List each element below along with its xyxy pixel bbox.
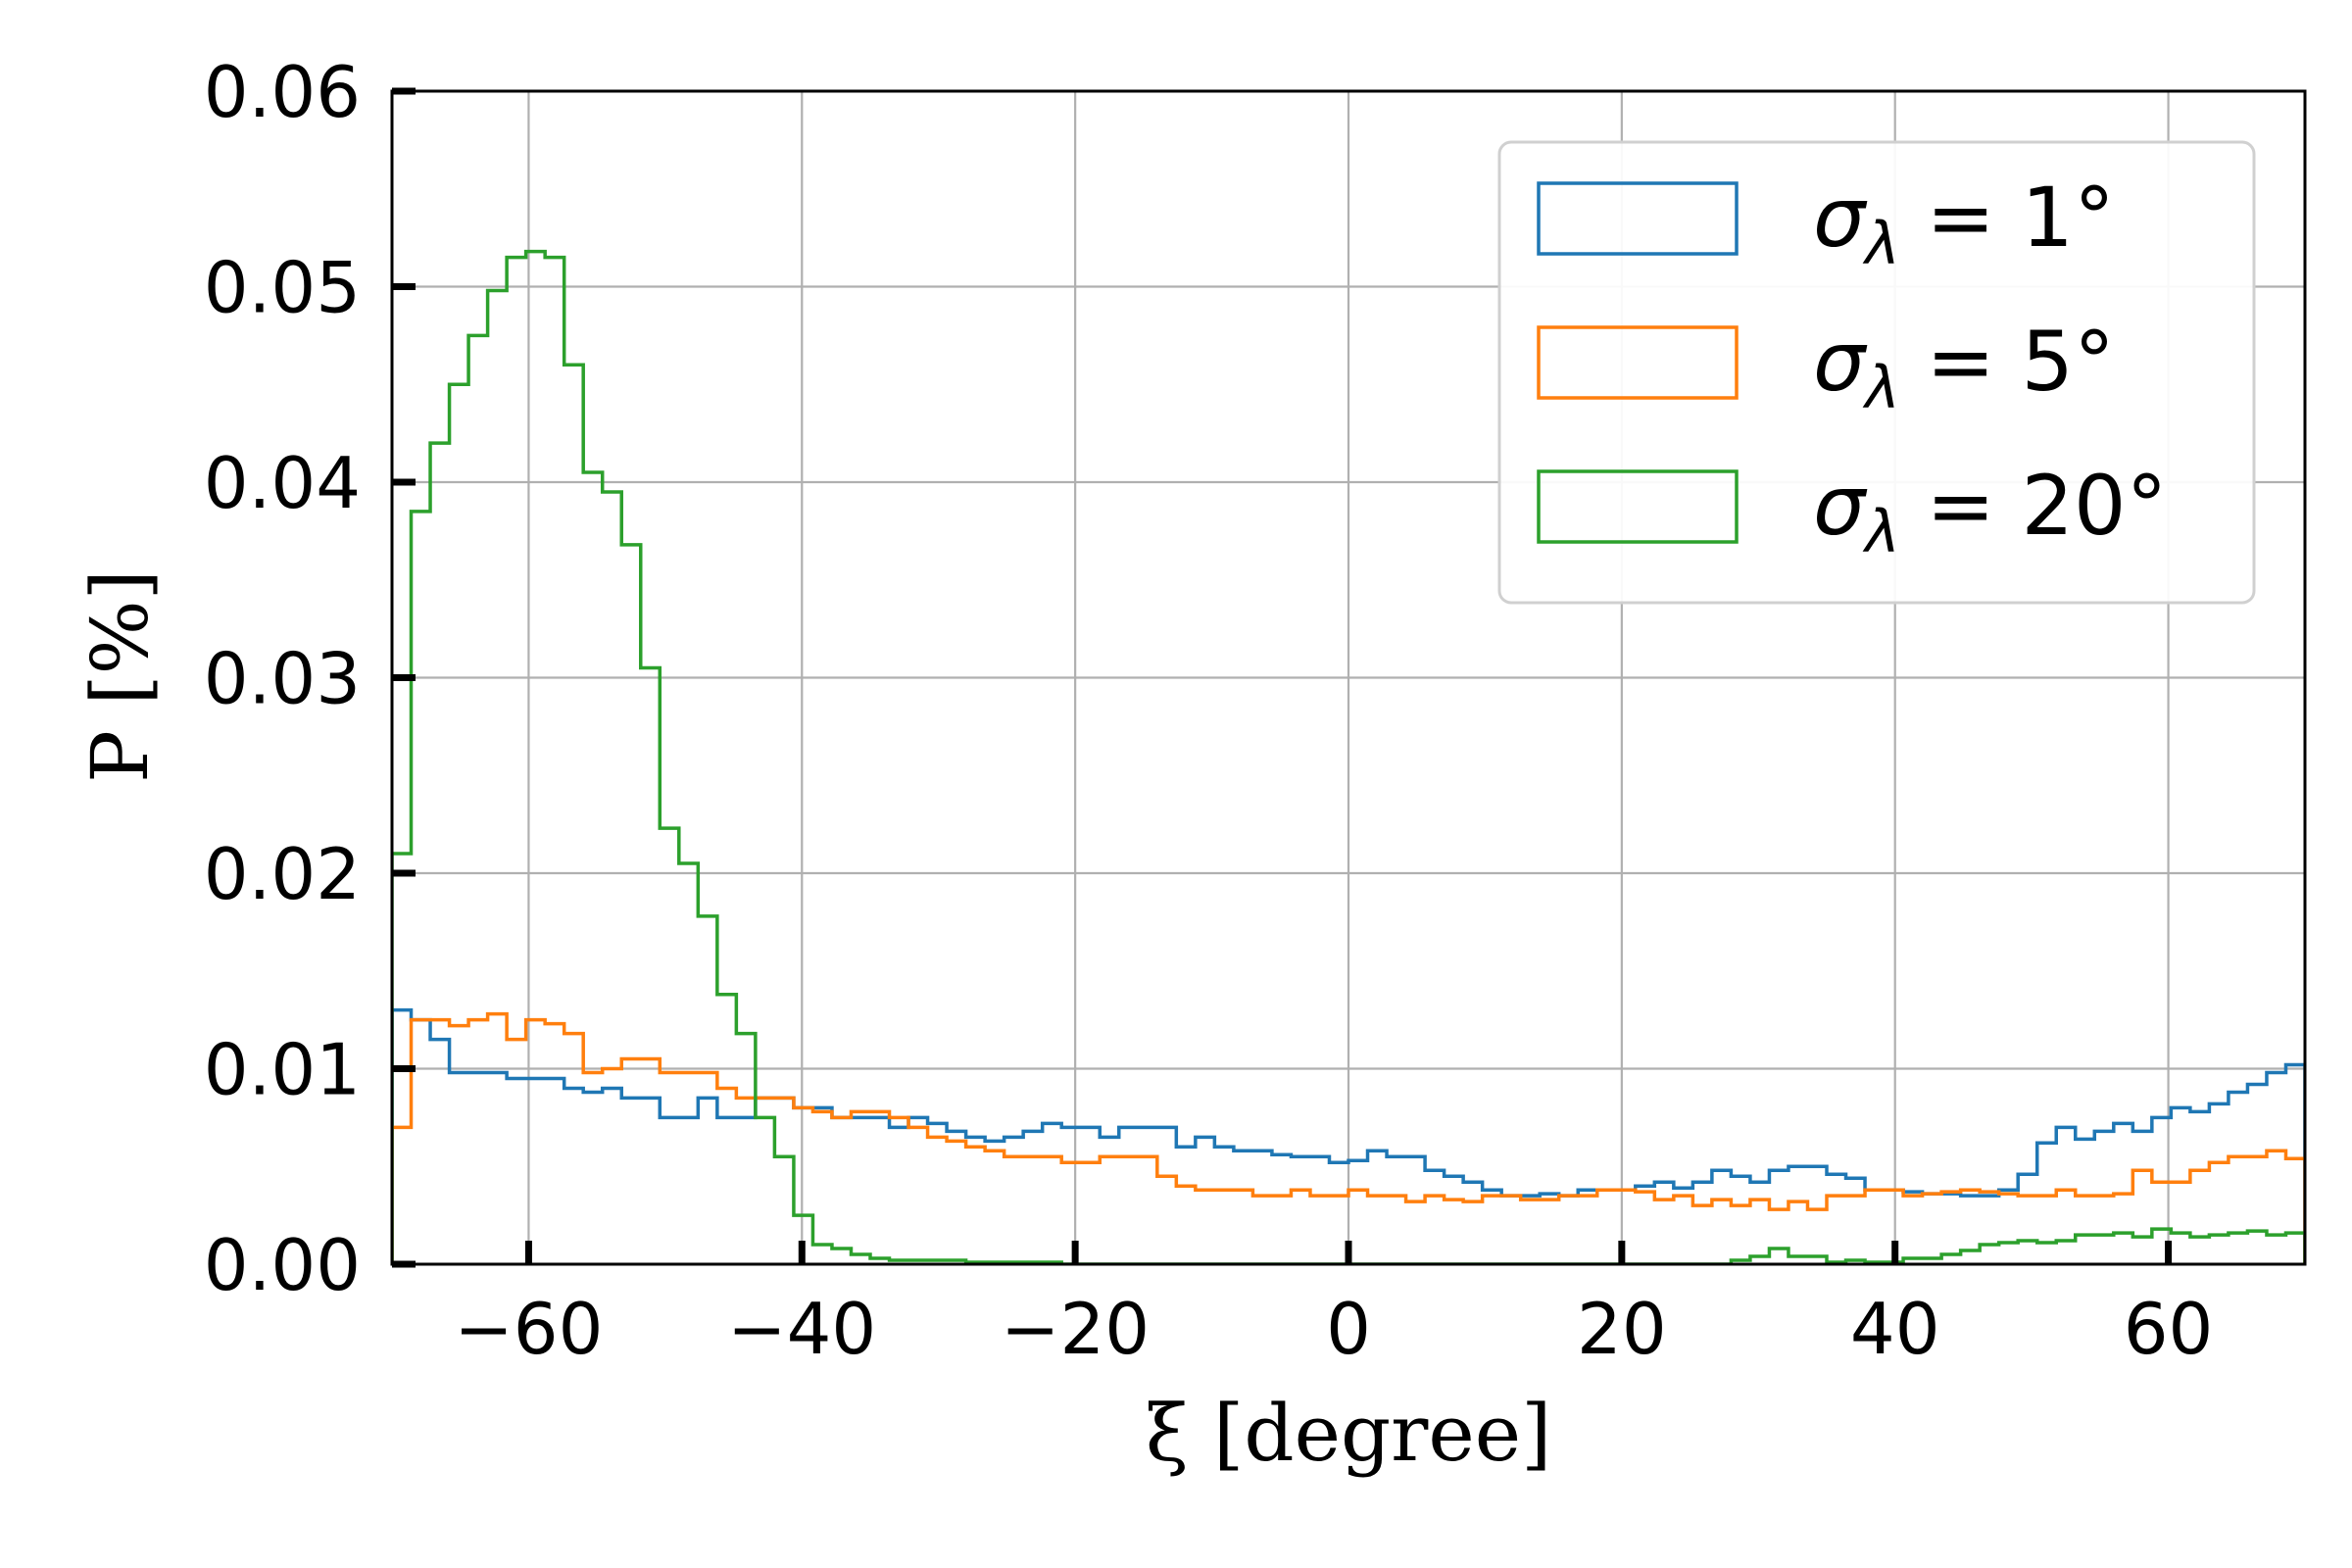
histogram-series-2 [392,1011,2305,1264]
legend-label-2: σλ = 5° [1813,314,2115,422]
legend-swatch-3 [1537,469,1739,544]
legend-label-3: σλ = 20° [1813,458,2167,566]
x-tick-label: 60 [2124,1288,2214,1370]
x-tick-label: −60 [454,1288,603,1370]
y-tick-label: 0.02 [204,833,361,915]
x-tick-label: −40 [727,1288,876,1370]
y-tick-label: 0.00 [204,1224,361,1306]
y-axis-label: P [%] [74,569,166,783]
axis-ticks [392,87,2173,1268]
histogram-series-3 [392,249,2305,1264]
x-tick-label: 20 [1577,1288,1667,1370]
y-tick-label: 0.06 [204,51,361,133]
legend-swatch-2 [1537,325,1739,400]
legend-swatch-1 [1537,181,1739,256]
x-tick-label: 40 [1850,1288,1940,1370]
y-tick-label: 0.04 [204,442,361,524]
x-tick-label: 0 [1326,1288,1371,1370]
y-tick-label: 0.01 [204,1029,361,1111]
tick-labels: −60 −40 −20 0 20 40 60 0.00 0.01 0.02 0.03 0.04 0.05… [204,51,2214,1370]
x-axis-label: ξ [degree] [1146,1388,1552,1479]
y-tick-label: 0.05 [204,247,361,329]
legend-box [1497,140,2256,605]
legend: σλ = 1° σλ = 5° σλ = 20° [1497,140,2256,605]
histogram-series-group [392,249,2305,1264]
histogram-series-1 [392,1007,2305,1264]
legend-label-1: σλ = 1° [1813,170,2115,278]
y-tick-label: 0.03 [204,638,361,720]
x-tick-label: −20 [1001,1288,1150,1370]
